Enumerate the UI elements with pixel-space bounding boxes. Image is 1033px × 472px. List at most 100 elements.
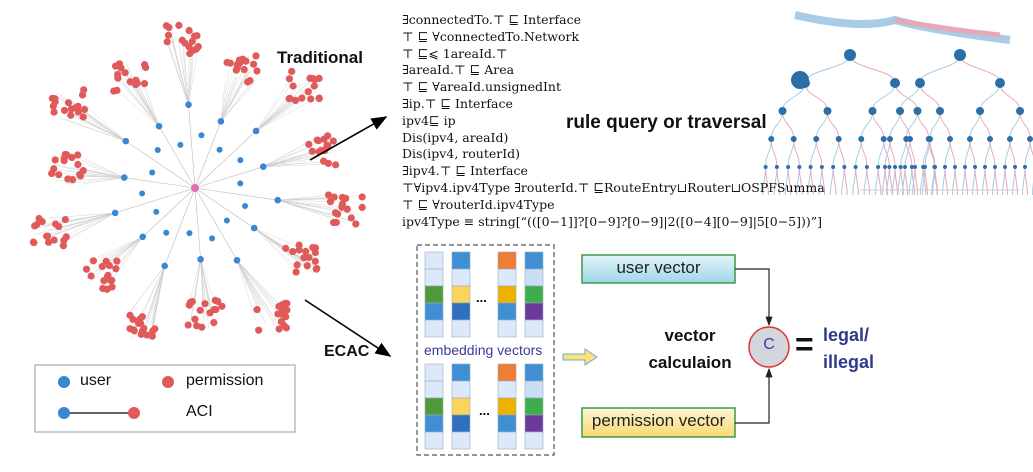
tree-branch bbox=[1014, 166, 1018, 196]
permission-vector-connector bbox=[735, 367, 773, 424]
aci-edge bbox=[255, 75, 311, 132]
tree-branch bbox=[804, 82, 828, 112]
user-node bbox=[153, 208, 160, 215]
tree-branch bbox=[905, 110, 918, 140]
permission-node bbox=[112, 265, 120, 273]
permission-node bbox=[240, 65, 248, 74]
rule-line: ipv4⊑ ip bbox=[402, 112, 456, 128]
tree-node-icon bbox=[1016, 107, 1024, 115]
permission-node bbox=[332, 161, 340, 169]
permission-node bbox=[68, 176, 77, 184]
aci-edge bbox=[64, 170, 125, 178]
edge bbox=[115, 187, 196, 214]
tree-node-icon bbox=[819, 165, 824, 169]
rule-line: ⊤ ⊑⩽ 1areaId.⊤ bbox=[402, 45, 508, 61]
vector-cell bbox=[524, 251, 544, 270]
tree-branch bbox=[843, 166, 848, 196]
permission-node bbox=[164, 31, 173, 39]
tree-branch bbox=[804, 54, 851, 84]
aci-edge bbox=[277, 200, 354, 222]
tree-node-icon bbox=[907, 136, 913, 142]
tree-branch bbox=[877, 166, 882, 196]
aci-edge bbox=[178, 40, 189, 105]
permission-node bbox=[74, 160, 82, 169]
aci-edge bbox=[220, 81, 226, 122]
tree-node-icon bbox=[808, 165, 813, 169]
tree-node-icon bbox=[933, 165, 937, 169]
tree-node-icon bbox=[797, 165, 802, 169]
vector-cell bbox=[497, 285, 517, 304]
rule-line: ∃connectedTo.⊤ ⊑ Interface bbox=[402, 12, 582, 27]
tree-branch bbox=[798, 166, 803, 196]
rule-line: ⊤ ⊑ ∀connectedTo.Network bbox=[402, 28, 580, 44]
aci-edge bbox=[117, 66, 160, 127]
ellipsis-bottom: ... bbox=[479, 403, 490, 418]
user-node bbox=[250, 224, 258, 232]
aci-edge bbox=[200, 259, 205, 307]
tree-branch bbox=[866, 166, 871, 196]
permission-node bbox=[80, 86, 88, 94]
user-node bbox=[154, 147, 161, 154]
operator-label: C bbox=[763, 336, 775, 353]
tree-node-icon bbox=[883, 165, 887, 169]
aci-edge bbox=[236, 260, 279, 329]
aci-edge bbox=[220, 60, 236, 122]
tree-node-icon bbox=[927, 136, 933, 142]
tree-node-icon bbox=[813, 136, 820, 142]
tree-branch bbox=[939, 110, 951, 140]
tree-branch bbox=[877, 138, 885, 168]
tree-branch bbox=[810, 166, 814, 196]
vector-cell bbox=[451, 431, 471, 450]
permission-node bbox=[308, 74, 317, 83]
vector-cell bbox=[424, 380, 444, 399]
permission-node bbox=[163, 38, 171, 46]
tree-branch bbox=[821, 166, 826, 196]
aci-edge bbox=[114, 76, 160, 127]
permission-node bbox=[310, 82, 318, 90]
permission-node bbox=[338, 193, 347, 202]
tree-branch bbox=[860, 138, 868, 168]
legend-permission-dot bbox=[162, 376, 174, 388]
permission-node bbox=[352, 220, 360, 228]
user-node bbox=[259, 163, 267, 171]
vector-cell bbox=[424, 431, 444, 450]
legend-aci-permission-dot bbox=[128, 407, 140, 419]
aci-edge bbox=[118, 91, 160, 127]
tree-node-icon bbox=[896, 107, 904, 115]
tree-node-icon bbox=[898, 165, 903, 169]
tree-node-icon bbox=[768, 136, 775, 142]
aci-edge bbox=[76, 154, 125, 178]
permission-node bbox=[293, 261, 301, 269]
permission-node bbox=[329, 137, 337, 145]
permission-node bbox=[283, 306, 291, 314]
tree-branch bbox=[787, 138, 795, 168]
permission-node bbox=[98, 262, 106, 271]
permission-node bbox=[244, 78, 252, 86]
tree-node-icon bbox=[887, 165, 892, 169]
aci-edge bbox=[88, 236, 143, 262]
tree-node-icon bbox=[853, 165, 858, 169]
permission-node bbox=[115, 60, 124, 68]
permission-node bbox=[48, 169, 56, 178]
tree-branch bbox=[959, 54, 1001, 84]
tree-branch bbox=[872, 82, 896, 112]
user-node bbox=[274, 196, 282, 204]
tree-node-icon bbox=[778, 107, 787, 115]
tree-node-icon bbox=[893, 165, 897, 169]
vector-cell bbox=[451, 380, 471, 399]
tree-node-icon bbox=[880, 136, 887, 142]
tree-branch bbox=[765, 138, 772, 168]
vector-cell bbox=[497, 397, 517, 416]
tree-branch bbox=[776, 166, 781, 196]
vector-cell bbox=[524, 414, 544, 433]
permission-node bbox=[178, 36, 186, 44]
tree-branch bbox=[832, 138, 840, 168]
permission-node bbox=[35, 214, 43, 223]
permission-node bbox=[185, 301, 193, 309]
aci-edge bbox=[126, 64, 160, 127]
permission-vector-box bbox=[581, 407, 736, 438]
check-node-icon bbox=[791, 71, 809, 89]
permission-node bbox=[104, 271, 112, 279]
vector-calculation-line1: vector bbox=[664, 326, 716, 345]
aci-edge bbox=[236, 260, 266, 324]
